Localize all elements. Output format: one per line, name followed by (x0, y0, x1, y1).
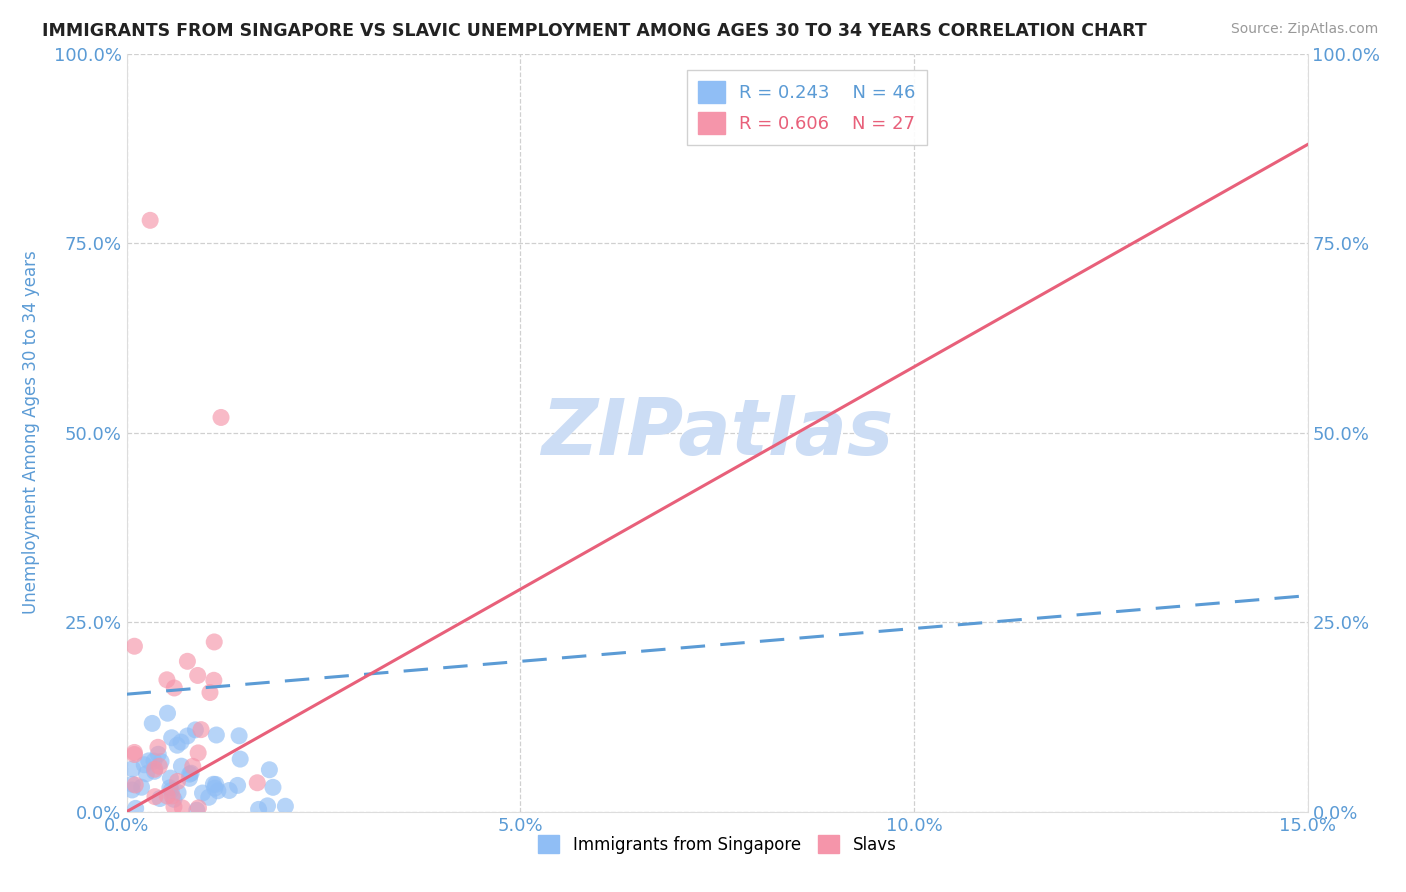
Point (202, 673, 225, 688)
Point (187, 668, 209, 682)
Point (187, 746, 209, 760)
Point (190, 723, 212, 737)
Point (207, 784, 229, 798)
Point (176, 654, 198, 668)
Point (138, 754, 160, 768)
Point (170, 759, 193, 773)
Point (150, 755, 173, 769)
Point (143, 764, 166, 779)
Point (148, 759, 170, 773)
Point (124, 746, 146, 760)
Point (172, 801, 194, 815)
Point (179, 767, 201, 781)
Point (274, 799, 297, 814)
Point (204, 781, 226, 796)
Point (159, 771, 181, 785)
Point (124, 639, 146, 653)
Point (205, 728, 228, 742)
Point (187, 801, 209, 815)
Point (148, 747, 170, 762)
Point (124, 747, 146, 762)
Text: IMMIGRANTS FROM SINGAPORE VS SLAVIC UNEMPLOYMENT AMONG AGES 30 TO 34 YEARS CORRE: IMMIGRANTS FROM SINGAPORE VS SLAVIC UNEM… (42, 22, 1147, 40)
Point (156, 673, 179, 687)
Legend: Immigrants from Singapore, Slavs: Immigrants from Singapore, Slavs (531, 829, 903, 860)
Point (218, 783, 240, 797)
Point (160, 731, 183, 745)
Point (259, 763, 281, 777)
Point (204, 777, 226, 791)
Point (159, 780, 181, 795)
Y-axis label: Unemployment Among Ages 30 to 34 years: Unemployment Among Ages 30 to 34 years (21, 251, 39, 615)
Point (181, 759, 204, 773)
Point (149, 791, 172, 805)
Point (180, 766, 202, 780)
Point (197, 790, 219, 805)
Point (163, 681, 186, 695)
Point (179, 772, 201, 786)
Point (143, 754, 166, 768)
Point (156, 706, 179, 721)
Point (246, 776, 269, 790)
Text: Source: ZipAtlas.com: Source: ZipAtlas.com (1230, 22, 1378, 37)
Point (124, 778, 146, 792)
Point (143, 789, 166, 804)
Point (184, 723, 207, 737)
Point (121, 783, 143, 797)
Point (262, 780, 284, 795)
Point (247, 802, 270, 816)
Point (202, 777, 225, 791)
Point (160, 783, 183, 797)
Point (121, 777, 143, 791)
Point (170, 735, 193, 749)
Point (139, 213, 162, 227)
Point (186, 803, 208, 817)
Point (121, 762, 143, 776)
Point (143, 762, 166, 776)
Point (131, 780, 153, 795)
Point (176, 729, 198, 743)
Point (135, 766, 157, 780)
Point (146, 740, 169, 755)
Point (167, 786, 190, 800)
Point (229, 752, 252, 766)
Point (166, 774, 188, 789)
Point (198, 685, 221, 699)
Point (228, 729, 250, 743)
Point (202, 635, 225, 649)
Point (160, 789, 183, 803)
Point (191, 786, 214, 800)
Point (163, 799, 186, 814)
Point (141, 716, 163, 731)
Point (209, 410, 232, 425)
Point (156, 789, 179, 803)
Text: ZIPatlas: ZIPatlas (541, 394, 893, 471)
Point (124, 801, 146, 815)
Point (166, 738, 188, 752)
Point (163, 792, 186, 806)
Point (134, 757, 156, 772)
Point (226, 779, 249, 793)
Point (256, 798, 278, 813)
